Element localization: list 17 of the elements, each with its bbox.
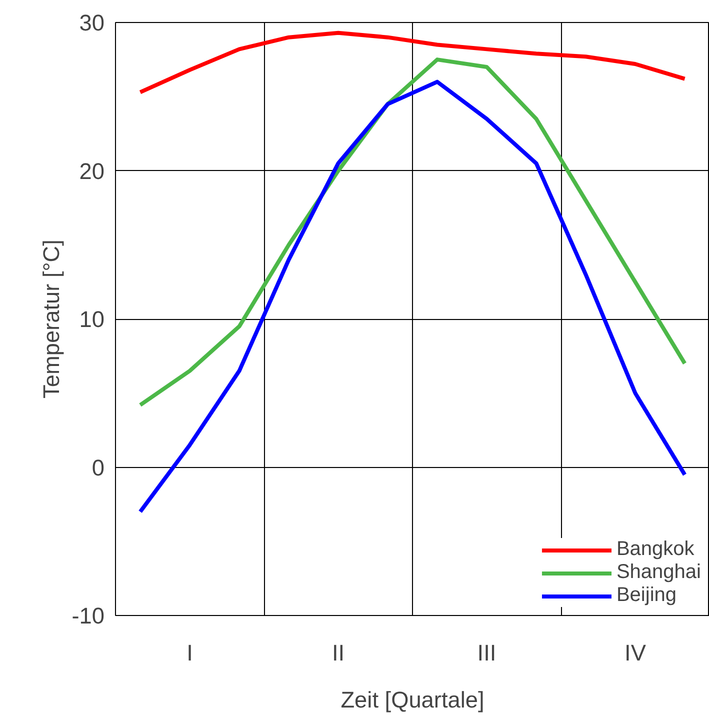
y-tick-label: 0 (92, 454, 105, 480)
x-tick-label: I (186, 640, 193, 666)
x-tick-label: II (332, 640, 345, 666)
legend-label: Shanghai (616, 561, 701, 584)
x-axis-title: Zeit [Quartale] (340, 686, 484, 712)
x-tick-label: III (477, 640, 496, 666)
legend-label: Bangkok (616, 538, 694, 561)
line-series (138, 80, 687, 514)
legend-label: Beijing (616, 584, 677, 607)
x-tick-label: IV (624, 640, 647, 666)
y-tick-label: 20 (79, 158, 104, 184)
y-axis-title: Temperatur [°C] (38, 240, 64, 398)
line-series (138, 58, 687, 407)
y-tick-label: 10 (79, 306, 104, 332)
y-tick-label: -10 (72, 602, 105, 628)
line-series (138, 30, 687, 94)
y-tick-label: 30 (79, 10, 104, 36)
